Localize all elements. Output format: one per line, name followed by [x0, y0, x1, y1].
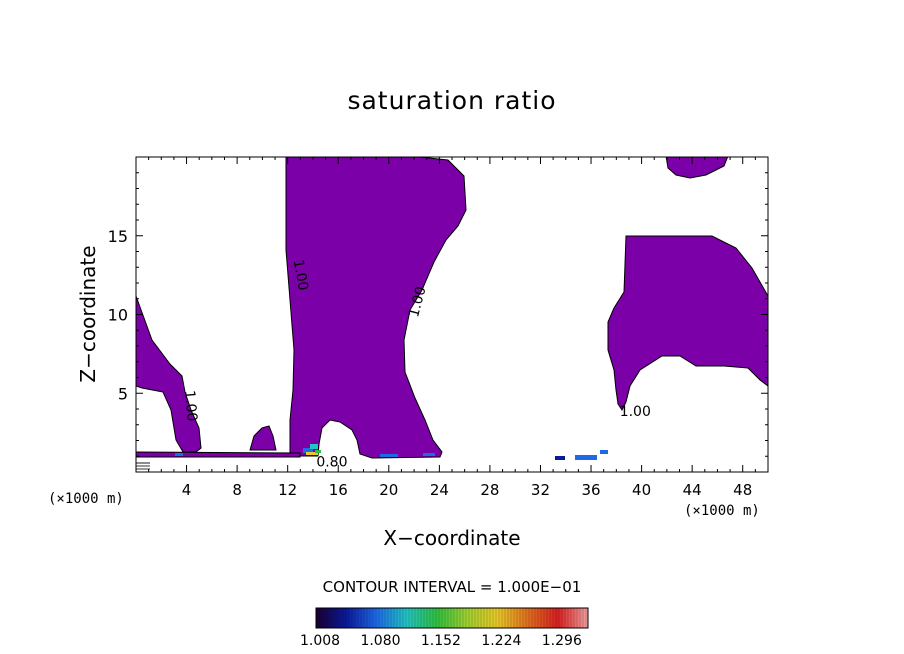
x-axis-label: X−coordinate	[383, 526, 521, 550]
contour-label: 1.00	[181, 390, 200, 422]
x-tick-label: 24	[430, 481, 449, 499]
contour-label: 0.80	[316, 455, 347, 471]
microcell-contour	[175, 453, 183, 456]
microcell-contour	[600, 450, 608, 454]
x-tick-label: 36	[581, 481, 600, 499]
colorbar	[315, 607, 589, 629]
x-axis-unit-right: (×1000 m)	[684, 503, 760, 519]
contour-label: 1.00	[406, 285, 430, 319]
surface-fill-strip	[136, 451, 301, 458]
x-tick-label: 8	[232, 481, 242, 499]
colorbar-tick-label: 1.152	[420, 633, 461, 649]
chart-title: saturation ratio	[347, 86, 557, 115]
x-tick-label: 44	[683, 481, 702, 499]
contour-interval-note: CONTOUR INTERVAL = 1.000E−01	[322, 578, 582, 596]
microcell-contour	[380, 454, 398, 457]
supersaturated-region-top-right	[665, 157, 729, 179]
x-tick-label: 28	[480, 481, 499, 499]
microcell-contour	[315, 450, 321, 453]
colorbar-tick-labels: 1.008 1.080 1.152 1.224 1.296	[300, 633, 600, 651]
x-tick-label: 4	[182, 481, 192, 499]
colorbar-tick-label: 1.224	[481, 633, 522, 649]
supersaturated-region-left	[136, 295, 202, 453]
microcell-contour	[575, 455, 597, 460]
microcell-contour	[555, 456, 565, 460]
microcell-contour	[310, 444, 318, 449]
colorbar-tick-label: 1.008	[300, 633, 341, 649]
y-tick-label: 10	[108, 306, 128, 325]
colorbar-tick-label: 1.080	[360, 633, 401, 649]
contour-label: 1.00	[620, 404, 651, 420]
y-tick-label: 15	[108, 227, 128, 246]
x-tick-label: 16	[329, 481, 348, 499]
supersaturated-region-right	[607, 235, 768, 411]
contour-fill-group	[136, 157, 768, 470]
x-axis-unit-left: (×1000 m)	[48, 491, 124, 507]
supersaturated-region-central	[285, 157, 467, 459]
y-axis-label: Z−coordinate	[76, 245, 100, 383]
microcell-contour	[306, 452, 318, 455]
x-tick-label: 20	[379, 481, 398, 499]
microcell-contour	[303, 448, 313, 453]
x-tick-label: 40	[632, 481, 651, 499]
y-tick-label: 5	[118, 384, 128, 403]
contour-label: 1.00	[290, 258, 311, 291]
x-tick-label: 12	[278, 481, 297, 499]
x-tick-label: 48	[733, 481, 752, 499]
microcell-contour	[423, 453, 435, 456]
x-tick-label: 32	[531, 481, 550, 499]
colorbar-tick-label: 1.296	[541, 633, 582, 649]
supersaturated-region-small	[249, 425, 277, 451]
